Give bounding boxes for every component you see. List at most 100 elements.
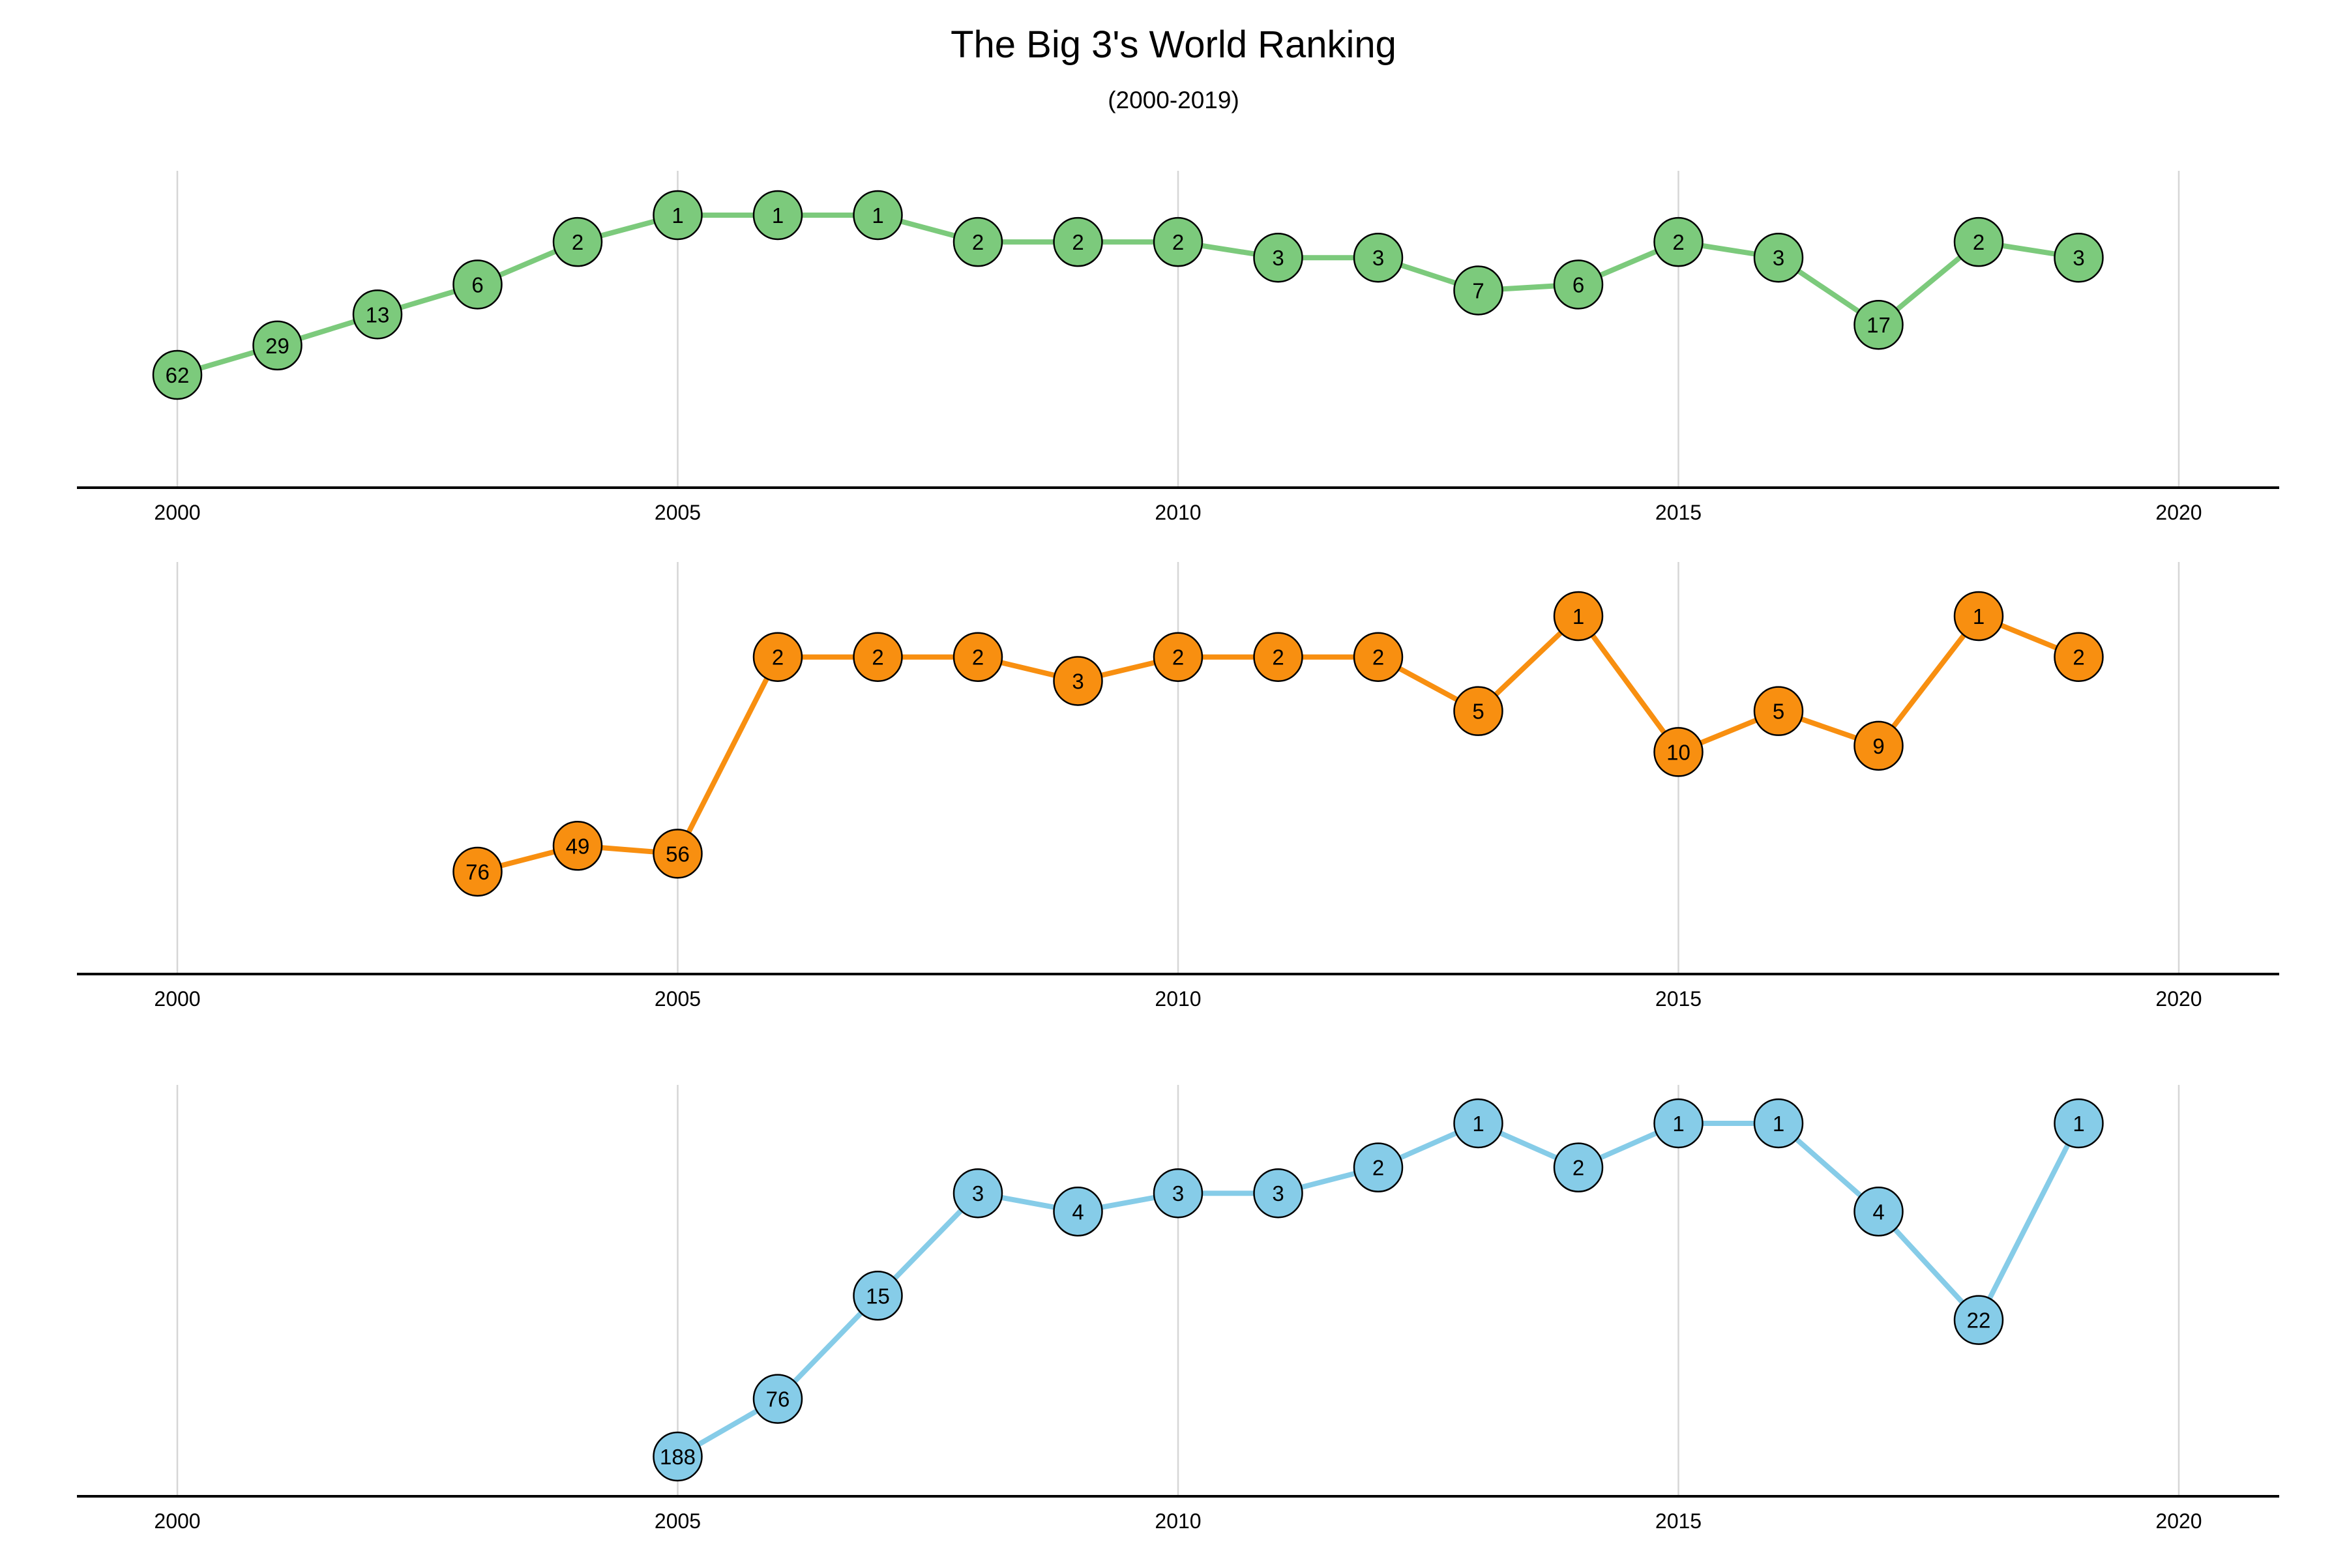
data-label-2011: 3 bbox=[1272, 246, 1284, 270]
data-point-2004 bbox=[552, 216, 603, 267]
data-point-2008 bbox=[952, 216, 1003, 267]
data-point-2005 bbox=[653, 1431, 703, 1482]
data-point-2016 bbox=[1753, 686, 1804, 736]
data-point-2006 bbox=[752, 632, 803, 682]
x-tick-label-2000: 2000 bbox=[154, 501, 200, 524]
data-label-2003: 6 bbox=[471, 273, 483, 297]
x-tick-label-2020: 2020 bbox=[2155, 1509, 2202, 1533]
data-point-2016 bbox=[1753, 232, 1804, 283]
data-label-2011: 3 bbox=[1272, 1181, 1284, 1206]
chart-title: The Big 3's World Ranking bbox=[951, 23, 1396, 66]
data-label-2006: 76 bbox=[766, 1387, 790, 1412]
data-label-2007: 15 bbox=[866, 1284, 890, 1308]
data-point-2003 bbox=[452, 846, 503, 897]
data-point-2011 bbox=[1253, 1168, 1303, 1219]
data-label-2016: 3 bbox=[1773, 246, 1784, 270]
data-label-2017: 9 bbox=[1872, 734, 1884, 758]
data-label-2018: 2 bbox=[1973, 230, 1985, 254]
data-label-2008: 3 bbox=[972, 1181, 984, 1206]
data-label-2007: 1 bbox=[872, 203, 883, 228]
data-point-2006 bbox=[752, 190, 803, 241]
x-tick-label-2010: 2010 bbox=[1155, 501, 1201, 524]
data-point-2014 bbox=[1553, 259, 1604, 310]
x-tick-label-2010: 2010 bbox=[1155, 1509, 1201, 1533]
data-label-2018: 1 bbox=[1973, 604, 1985, 629]
x-tick-label-2000: 2000 bbox=[154, 987, 200, 1011]
x-tick-label-2020: 2020 bbox=[2155, 987, 2202, 1011]
data-label-2017: 17 bbox=[1867, 313, 1891, 337]
data-point-2010 bbox=[1153, 632, 1203, 682]
data-point-2013 bbox=[1453, 265, 1503, 316]
data-point-2012 bbox=[1353, 1142, 1404, 1192]
data-label-2012: 2 bbox=[1372, 1156, 1384, 1180]
data-label-2018: 22 bbox=[1967, 1309, 1991, 1333]
data-label-2006: 2 bbox=[772, 645, 784, 670]
data-point-2018 bbox=[1953, 216, 2004, 267]
x-tick-label-2005: 2005 bbox=[655, 501, 701, 524]
data-label-2019: 1 bbox=[2073, 1112, 2084, 1136]
data-point-2012 bbox=[1353, 232, 1404, 283]
data-point-2005 bbox=[653, 829, 703, 879]
data-point-2018 bbox=[1953, 1295, 2004, 1345]
data-label-2013: 1 bbox=[1472, 1112, 1484, 1136]
x-tick-label-2015: 2015 bbox=[1655, 1509, 1702, 1533]
data-point-2009 bbox=[1053, 1187, 1103, 1237]
data-point-2000 bbox=[152, 349, 203, 400]
data-point-2018 bbox=[1953, 591, 2004, 642]
data-label-2008: 2 bbox=[972, 230, 984, 254]
data-point-2011 bbox=[1253, 632, 1303, 682]
data-point-2009 bbox=[1053, 656, 1103, 706]
data-label-2001: 29 bbox=[265, 334, 289, 358]
data-point-2004 bbox=[552, 821, 603, 871]
data-label-2014: 2 bbox=[1572, 1156, 1584, 1180]
data-point-2010 bbox=[1153, 216, 1203, 267]
data-label-2010: 2 bbox=[1172, 645, 1184, 670]
data-label-2019: 3 bbox=[2073, 246, 2084, 270]
data-point-2014 bbox=[1553, 591, 1604, 642]
data-label-2005: 56 bbox=[666, 842, 690, 866]
data-label-2009: 4 bbox=[1072, 1200, 1084, 1224]
data-point-2007 bbox=[853, 632, 903, 682]
x-tick-label-2005: 2005 bbox=[655, 987, 701, 1011]
data-point-2010 bbox=[1153, 1168, 1203, 1219]
x-tick-label-2005: 2005 bbox=[655, 1509, 701, 1533]
x-tick-label-2010: 2010 bbox=[1155, 987, 1201, 1011]
data-label-2002: 13 bbox=[366, 303, 390, 327]
data-point-2007 bbox=[853, 1271, 903, 1321]
data-point-2003 bbox=[452, 259, 503, 310]
data-point-2015 bbox=[1653, 216, 1704, 267]
data-label-2015: 2 bbox=[1672, 230, 1684, 254]
data-label-2010: 2 bbox=[1172, 230, 1184, 254]
data-point-2013 bbox=[1453, 686, 1503, 736]
data-point-2006 bbox=[752, 1374, 803, 1424]
data-point-2013 bbox=[1453, 1098, 1503, 1149]
x-tick-label-2000: 2000 bbox=[154, 1509, 200, 1533]
data-label-2004: 2 bbox=[572, 230, 583, 254]
data-label-2004: 49 bbox=[566, 834, 590, 858]
data-label-2003: 76 bbox=[465, 860, 490, 884]
data-label-2008: 2 bbox=[972, 645, 984, 670]
data-label-2014: 1 bbox=[1572, 604, 1584, 629]
data-point-2005 bbox=[653, 190, 703, 241]
data-label-2000: 62 bbox=[166, 363, 190, 387]
data-point-2017 bbox=[1853, 720, 1904, 771]
x-tick-label-2015: 2015 bbox=[1655, 501, 1702, 524]
data-point-2019 bbox=[2054, 1098, 2104, 1149]
data-label-2019: 2 bbox=[2073, 645, 2084, 670]
x-tick-label-2020: 2020 bbox=[2155, 501, 2202, 524]
data-point-2014 bbox=[1553, 1142, 1604, 1192]
data-label-2009: 2 bbox=[1072, 230, 1084, 254]
panel-3: 2000 2005 2010 2015 2020 188 76 15 3 4 3 3 2 1 2 1 1 4 22 1 bbox=[77, 1085, 2279, 1533]
data-point-2019 bbox=[2054, 232, 2104, 283]
data-label-2016: 5 bbox=[1773, 700, 1784, 724]
data-label-2007: 2 bbox=[872, 645, 883, 670]
x-tick-label-2015: 2015 bbox=[1655, 987, 1702, 1011]
data-label-2014: 6 bbox=[1572, 273, 1584, 297]
data-label-2009: 3 bbox=[1072, 669, 1084, 693]
data-point-2011 bbox=[1253, 232, 1303, 283]
data-point-2012 bbox=[1353, 632, 1404, 682]
